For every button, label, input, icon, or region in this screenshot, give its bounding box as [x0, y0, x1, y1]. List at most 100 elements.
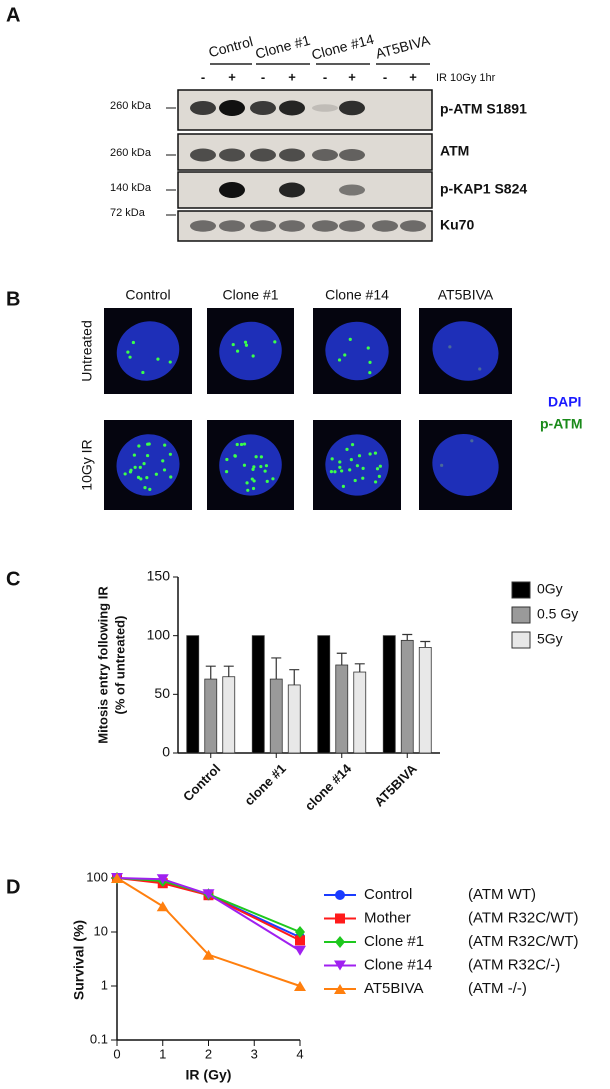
x-tick-label: AT5BIVA [371, 761, 420, 810]
foci [162, 468, 167, 472]
foci [251, 354, 255, 358]
foci [378, 464, 382, 468]
error-bar [205, 665, 216, 680]
blot-band [219, 182, 245, 198]
blot-band [339, 149, 365, 161]
foci [375, 467, 380, 471]
foci [353, 478, 357, 483]
panel-label: C [6, 568, 20, 590]
y-tick-label: 100 [86, 869, 108, 884]
protein-label: p-ATM S1891 [440, 101, 527, 117]
foci [333, 470, 337, 474]
legend-label: Mother [364, 909, 411, 926]
foci [271, 477, 275, 481]
blot-band [312, 104, 338, 112]
foci [245, 481, 249, 485]
blot-band [400, 220, 426, 232]
y-tick-label: 0.1 [90, 1031, 108, 1046]
foci [478, 367, 482, 371]
foci [368, 371, 372, 375]
y-axis-label: Mitosis entry following IR [95, 586, 110, 744]
x-tick-label: 0 [113, 1046, 120, 1061]
foci [440, 463, 444, 467]
series-line [116, 877, 301, 942]
foci [235, 349, 240, 353]
bar [222, 676, 236, 754]
bar [335, 664, 349, 754]
nucleus [325, 321, 389, 381]
foci [246, 488, 250, 492]
bar [353, 671, 367, 754]
error-bar [336, 652, 347, 665]
foci [357, 454, 362, 458]
foci [252, 465, 256, 469]
blot-band [312, 149, 338, 161]
bar [382, 635, 396, 754]
foci [133, 465, 137, 469]
bar [400, 639, 414, 754]
mw-marker: 72 kDa [110, 207, 146, 219]
foci [254, 455, 258, 459]
foci [225, 457, 229, 462]
blot-band [190, 148, 216, 162]
foci [361, 476, 365, 480]
blot-band [250, 101, 276, 115]
foci [148, 487, 152, 491]
foci [341, 484, 345, 488]
foci [350, 443, 355, 447]
error-bar [420, 640, 431, 648]
marker [335, 890, 345, 900]
foci [343, 353, 347, 357]
marker [335, 913, 345, 924]
panel-label: B [6, 288, 20, 310]
series-line [116, 877, 301, 952]
error-bar [289, 669, 300, 685]
foci [168, 452, 172, 456]
lane-sign: - [323, 69, 327, 84]
foci [348, 337, 352, 341]
x-tick-label: 3 [251, 1046, 258, 1061]
blot-band [250, 220, 276, 232]
legend-genotype: (ATM R32C/-) [468, 956, 560, 973]
nucleus [116, 321, 180, 381]
bar [317, 635, 331, 754]
blot-band [279, 100, 305, 116]
legend-label: Control [364, 886, 412, 903]
protein-label: ATM [440, 143, 469, 159]
x-tick-label: 4 [296, 1046, 303, 1061]
y-tick-label: 150 [147, 568, 171, 584]
foci [242, 463, 247, 467]
series-line [116, 877, 301, 987]
legend-genotype: (ATM WT) [468, 886, 536, 903]
y-tick-label: 100 [147, 626, 171, 642]
y-axis-label: (% of untreated) [112, 616, 127, 715]
lane-sign: + [409, 69, 417, 84]
blot-band [339, 220, 365, 232]
marker [156, 901, 169, 912]
nucleus [219, 321, 282, 381]
x-tick-label: clone #14 [302, 760, 355, 813]
foci [235, 442, 239, 447]
marker [295, 926, 305, 938]
nucleus [432, 434, 499, 496]
foci [264, 464, 269, 468]
foci [368, 360, 372, 364]
foci [373, 480, 378, 484]
protein-label: Ku70 [440, 217, 474, 233]
marker [295, 935, 305, 946]
y-tick-label: 50 [154, 685, 170, 701]
lane-sign: + [228, 69, 236, 84]
nucleus [116, 434, 180, 496]
lane-sign: - [201, 69, 205, 84]
blot-band [339, 100, 365, 116]
foci [265, 479, 269, 483]
y-axis-label: Survival (%) [71, 920, 87, 1000]
marker [202, 889, 215, 900]
foci [250, 477, 254, 481]
foci [129, 468, 133, 472]
foci [169, 475, 173, 479]
foci [128, 355, 132, 359]
foci [368, 452, 372, 456]
foci [259, 464, 263, 469]
